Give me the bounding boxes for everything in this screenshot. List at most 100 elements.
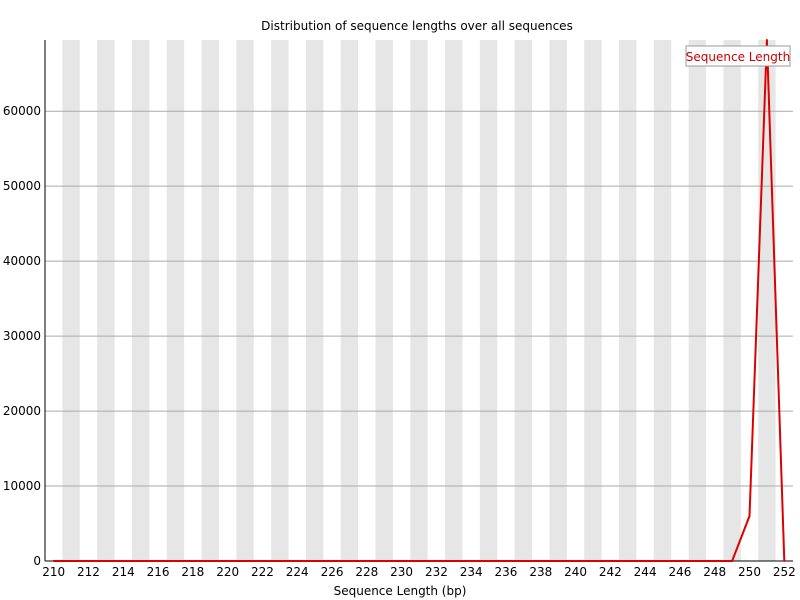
- data-point: [191, 560, 194, 562]
- band-241: [584, 40, 602, 561]
- x-tick-label: 234: [460, 565, 483, 579]
- x-tick-label: 226: [321, 565, 344, 579]
- band-215: [131, 40, 150, 561]
- x-tick-label: 224: [286, 565, 309, 579]
- data-point: [296, 560, 299, 562]
- legend-entry: Sequence Length: [686, 50, 790, 64]
- x-tick-label: 212: [77, 565, 100, 579]
- series-lines: [52, 39, 786, 562]
- band-213: [97, 40, 115, 561]
- legend-box: [685, 45, 791, 67]
- background-bands: [62, 40, 776, 561]
- y-tick-label: 20000: [3, 404, 41, 418]
- x-tick-label: 230: [390, 565, 413, 579]
- y-tick-label: 50000: [3, 179, 41, 193]
- data-point: [383, 560, 386, 562]
- data-point: [435, 560, 438, 562]
- data-point: [52, 560, 55, 562]
- data-point: [87, 560, 90, 562]
- data-point: [122, 560, 125, 562]
- data-point: [244, 560, 247, 562]
- data-point: [644, 560, 647, 562]
- data-point: [278, 560, 281, 562]
- chart-title: Distribution of sequence lengths over al…: [261, 19, 573, 33]
- x-tick-label: 216: [147, 565, 170, 579]
- data-point: [365, 560, 368, 562]
- band-223: [271, 40, 289, 561]
- y-tick-label: 60000: [3, 104, 41, 118]
- y-tick-labels: 0 10000 20000 30000 40000 50000 60000: [3, 104, 41, 568]
- x-axis-label: Sequence Length (bp): [334, 584, 467, 598]
- data-point: [418, 560, 420, 562]
- data-point: [626, 560, 629, 562]
- x-tick-label: 246: [668, 565, 691, 579]
- x-tick-label: 242: [599, 565, 622, 579]
- data-point: [70, 560, 73, 562]
- data-point: [313, 560, 316, 562]
- x-tick-label: 238: [529, 565, 552, 579]
- band-221: [236, 40, 254, 561]
- y-tick-label: 10000: [3, 479, 41, 493]
- data-point: [174, 560, 177, 562]
- data-point: [504, 560, 507, 562]
- x-tick-label: 218: [181, 565, 204, 579]
- gridlines: [45, 110, 793, 487]
- band-231: [410, 40, 428, 561]
- x-tick-label: 236: [495, 565, 518, 579]
- data-point: [713, 560, 716, 562]
- band-219: [201, 40, 219, 561]
- x-tick-label: 228: [355, 565, 378, 579]
- band-211: [62, 40, 80, 561]
- band-243: [619, 40, 637, 561]
- band-247: [688, 40, 707, 561]
- x-tick-label: 210: [42, 565, 65, 579]
- data-point: [609, 560, 612, 562]
- data-point: [557, 560, 560, 562]
- x-tick-label: 240: [564, 565, 587, 579]
- x-tick-label: 250: [738, 565, 761, 579]
- y-tick-label: 30000: [3, 329, 41, 343]
- x-tick-label: 248: [703, 565, 726, 579]
- data-point: [591, 560, 594, 562]
- band-229: [375, 40, 393, 561]
- data-point: [226, 560, 229, 562]
- data-point: [261, 560, 264, 562]
- y-tick-label: 40000: [3, 254, 41, 268]
- data-point: [452, 560, 455, 562]
- data-point: [157, 560, 160, 562]
- x-tick-labels: 210 212 214 216 218 220 222 224 226 228 230 232 234 2…: [42, 565, 796, 579]
- data-point: [470, 560, 473, 562]
- x-tick-label: 252: [773, 565, 796, 579]
- data-point: [522, 560, 525, 562]
- x-tick-label: 220: [216, 565, 239, 579]
- data-point: [104, 560, 107, 562]
- x-tick-label: 214: [112, 565, 135, 579]
- data-point: [783, 560, 786, 562]
- band-225: [305, 40, 324, 561]
- data-point: [539, 560, 542, 562]
- data-point: [731, 560, 734, 562]
- y-tick-label: 0: [33, 554, 41, 568]
- data-point: [678, 560, 681, 562]
- data-point: [696, 560, 699, 562]
- data-point: [487, 560, 490, 562]
- data-point: [765, 39, 768, 41]
- band-251: [758, 40, 776, 561]
- data-point: [348, 560, 351, 562]
- band-227: [340, 40, 359, 561]
- x-tick-label: 244: [634, 565, 657, 579]
- data-point: [139, 560, 142, 562]
- x-tick-label: 232: [425, 565, 448, 579]
- data-point: [400, 560, 403, 562]
- band-239: [549, 40, 567, 561]
- band-233: [445, 40, 463, 561]
- data-point: [661, 560, 664, 562]
- band-245: [653, 40, 672, 561]
- data-point: [331, 560, 334, 562]
- data-point: [574, 560, 577, 562]
- data-point: [748, 515, 751, 518]
- band-249: [723, 40, 741, 561]
- band-237: [514, 40, 533, 561]
- band-217: [166, 40, 185, 561]
